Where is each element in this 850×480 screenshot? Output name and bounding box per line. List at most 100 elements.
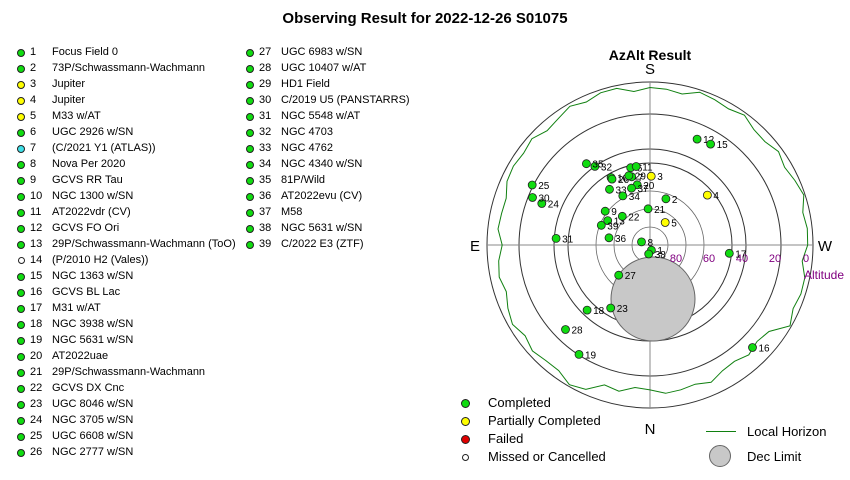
target-point bbox=[748, 343, 757, 352]
target-point bbox=[631, 162, 641, 171]
target-name: C/2022 E3 (ZTF) bbox=[281, 238, 364, 250]
target-name: NGC 3705 w/SN bbox=[52, 414, 134, 426]
status-dot bbox=[17, 273, 25, 281]
target-name: AT2022uae bbox=[52, 350, 109, 362]
legend-dec-limit-marker bbox=[709, 445, 731, 467]
target-point bbox=[537, 199, 547, 208]
target-point bbox=[637, 237, 646, 247]
target-number: 26 bbox=[30, 446, 43, 458]
target-number: 3 bbox=[30, 78, 37, 90]
status-dot bbox=[17, 241, 25, 249]
target-point bbox=[607, 174, 617, 184]
status-dot bbox=[17, 417, 25, 425]
target-point bbox=[661, 194, 671, 204]
target-name: NGC 5548 w/AT bbox=[281, 110, 361, 122]
status-dot bbox=[17, 81, 25, 89]
legend-missed-marker bbox=[462, 454, 469, 461]
target-number: 16 bbox=[30, 286, 43, 298]
target-name: GCVS BL Lac bbox=[52, 286, 121, 298]
status-dot bbox=[17, 401, 25, 409]
point-label: 9 bbox=[611, 207, 617, 218]
target-name: C/2019 U5 (PANSTARRS) bbox=[281, 94, 410, 106]
point-label: 27 bbox=[625, 271, 637, 282]
target-number: 25 bbox=[30, 430, 43, 442]
status-dot bbox=[246, 209, 254, 217]
target-name: (P/2010 H2 (Vales)) bbox=[52, 254, 149, 266]
point-label: 36 bbox=[615, 234, 627, 245]
target-number: 11 bbox=[30, 206, 42, 218]
status-dot bbox=[246, 65, 254, 73]
direction-south: S bbox=[645, 61, 655, 78]
target-number: 5 bbox=[30, 110, 37, 122]
target-point bbox=[561, 325, 570, 334]
direction-north: N bbox=[645, 421, 656, 438]
local-horizon-line bbox=[497, 86, 809, 394]
point-label: 16 bbox=[759, 344, 771, 355]
target-point bbox=[528, 193, 537, 202]
target-point bbox=[604, 233, 614, 243]
target-name: 29P/Schwassmann-Wachmann bbox=[52, 366, 206, 378]
target-number: 37 bbox=[259, 206, 272, 218]
target-number: 10 bbox=[30, 190, 43, 202]
status-dot bbox=[246, 145, 254, 153]
direction-west: W bbox=[818, 238, 833, 255]
altitude-tick-label: 80 bbox=[670, 253, 682, 265]
target-name: AT2022vdr (CV) bbox=[52, 206, 131, 218]
target-number: 8 bbox=[30, 158, 37, 170]
target-number: 23 bbox=[30, 398, 43, 410]
altitude-tick-label: 0 bbox=[803, 253, 809, 265]
target-number: 32 bbox=[259, 126, 272, 138]
target-name: NGC 3938 w/SN bbox=[52, 318, 134, 330]
target-number: 35 bbox=[259, 174, 272, 186]
status-dot bbox=[17, 129, 25, 137]
target-name: NGC 5631 w/SN bbox=[52, 334, 134, 346]
status-dot bbox=[17, 161, 25, 169]
point-label: 3 bbox=[657, 172, 663, 183]
target-number: 33 bbox=[259, 142, 272, 154]
target-name: NGC 1300 w/SN bbox=[52, 190, 134, 202]
altitude-tick-label: 60 bbox=[703, 253, 715, 265]
point-label: 6 bbox=[637, 164, 643, 175]
status-dot bbox=[17, 337, 25, 345]
status-dot bbox=[246, 81, 254, 89]
point-label: 15 bbox=[717, 140, 729, 151]
target-point bbox=[617, 211, 627, 221]
point-label: 19 bbox=[585, 350, 597, 361]
point-label: 35 bbox=[592, 160, 604, 171]
point-label: 20 bbox=[643, 181, 655, 192]
target-name: UGC 6608 w/SN bbox=[52, 430, 134, 442]
point-label: 18 bbox=[593, 306, 605, 317]
legend-missed-label: Missed or Cancelled bbox=[488, 449, 606, 464]
point-label: 34 bbox=[629, 192, 641, 203]
target-point bbox=[644, 249, 654, 259]
status-dot bbox=[17, 305, 25, 313]
status-dot bbox=[246, 225, 254, 233]
altitude-tick-label: 40 bbox=[736, 253, 748, 265]
status-dot bbox=[17, 449, 25, 457]
point-label: 1 bbox=[657, 246, 663, 257]
point-label: 26 bbox=[618, 175, 630, 186]
target-point bbox=[724, 248, 734, 258]
status-dot bbox=[246, 177, 254, 185]
target-number: 24 bbox=[30, 414, 43, 426]
point-label: 21 bbox=[654, 205, 666, 216]
target-name: Jupiter bbox=[52, 94, 86, 106]
target-number: 19 bbox=[30, 334, 43, 346]
status-dot bbox=[17, 321, 25, 329]
status-dot bbox=[17, 369, 25, 377]
status-dot bbox=[246, 161, 254, 169]
status-dot bbox=[17, 289, 25, 297]
target-number: 20 bbox=[30, 350, 43, 362]
status-dot bbox=[18, 257, 25, 264]
status-dot bbox=[17, 433, 25, 441]
target-name: AT2022evu (CV) bbox=[281, 190, 363, 202]
target-name: M33 w/AT bbox=[52, 110, 101, 122]
target-name: NGC 5631 w/SN bbox=[281, 222, 363, 234]
target-point bbox=[606, 303, 616, 313]
status-dot bbox=[246, 241, 254, 249]
altitude-tick-label: 20 bbox=[769, 253, 781, 265]
target-number: 38 bbox=[259, 222, 272, 234]
target-name: GCVS FO Ori bbox=[52, 222, 120, 234]
point-label: 32 bbox=[601, 162, 613, 173]
target-number: 36 bbox=[259, 190, 272, 202]
